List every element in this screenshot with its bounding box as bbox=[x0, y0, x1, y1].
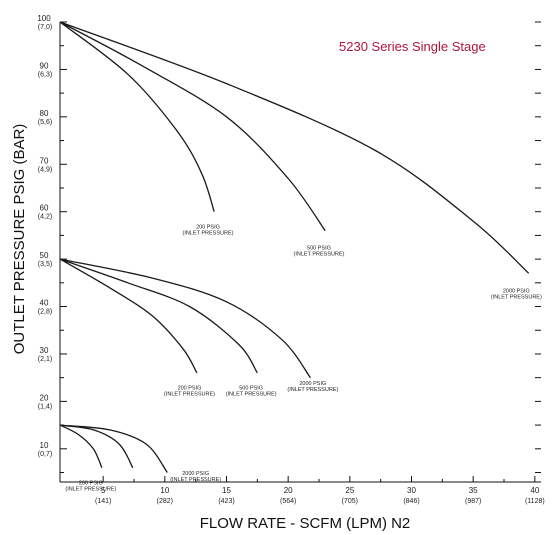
curve-label-inlet: 500 PSIG bbox=[307, 246, 331, 252]
y-tick-sublabel: (4,2) bbox=[38, 214, 52, 221]
y-tick-label: 40 bbox=[40, 299, 49, 308]
series-line bbox=[59, 258, 198, 374]
x-tick-sublabel: (141) bbox=[95, 498, 111, 505]
x-tick-label: 25 bbox=[345, 486, 354, 495]
x-tick-sublabel: (846) bbox=[403, 498, 419, 505]
series-line bbox=[59, 424, 103, 469]
y-tick-label: 60 bbox=[40, 204, 49, 213]
curve-labels: 200 PSIG(INLET PRESSURE)500 PSIG(INLET P… bbox=[65, 224, 542, 492]
curve-label-inlet: 500 PSIG bbox=[239, 386, 263, 392]
x-tick-sublabel: (282) bbox=[157, 498, 173, 505]
chart-title: 5230 Series Single Stage bbox=[339, 39, 486, 54]
y-tick-sublabel: (0,7) bbox=[38, 451, 52, 458]
curve-label-note: (INLET PRESSURE) bbox=[491, 294, 542, 300]
series-line bbox=[59, 21, 215, 212]
curve-label-note: (INLET PRESSURE) bbox=[170, 477, 221, 483]
y-tick-label: 10 bbox=[40, 441, 49, 450]
y-tick-label: 90 bbox=[40, 61, 49, 70]
y-tick-sublabel: (1,4) bbox=[38, 403, 52, 410]
x-tick-label: 5 bbox=[101, 486, 106, 495]
curve-label-note: (INLET PRESSURE) bbox=[287, 387, 338, 393]
x-tick-sublabel: (564) bbox=[280, 498, 296, 505]
y-axis-title: OUTLET PRESSURE PSIG (BAR) bbox=[11, 124, 28, 355]
y-tick-label: 70 bbox=[40, 156, 49, 165]
x-tick-label: 20 bbox=[284, 486, 293, 495]
curve-label-inlet: 2000 PSIG bbox=[503, 288, 530, 294]
curves bbox=[59, 21, 530, 473]
curve-label-inlet: 2000 PSIG bbox=[182, 471, 209, 477]
series-line bbox=[59, 21, 326, 232]
curve-label-note: (INLET PRESSURE) bbox=[226, 392, 277, 398]
y-tick-sublabel: (4,9) bbox=[38, 166, 52, 173]
x-tick-label: 15 bbox=[222, 486, 231, 495]
y-tick-label: 20 bbox=[40, 393, 49, 402]
curve-label-note: (INLET PRESSURE) bbox=[164, 392, 215, 398]
series-line bbox=[59, 424, 168, 473]
x-tick-label: 40 bbox=[530, 486, 539, 495]
series-line bbox=[59, 424, 134, 469]
x-tick-sublabel: (987) bbox=[465, 498, 481, 505]
curve-label-inlet: 2000 PSIG bbox=[299, 381, 326, 387]
y-tick-sublabel: (2,8) bbox=[38, 309, 52, 316]
y-tick-label: 50 bbox=[40, 251, 49, 260]
y-tick-sublabel: (3,5) bbox=[38, 261, 52, 268]
x-axis-title: FLOW RATE - SCFM (LPM) N2 bbox=[200, 515, 411, 532]
x-tick-label: 10 bbox=[160, 486, 169, 495]
curve-label-inlet: 200 PSIG bbox=[79, 480, 103, 486]
x-tick-sublabel: (705) bbox=[342, 498, 358, 505]
y-tick-sublabel: (7,0) bbox=[38, 24, 52, 31]
y-tick-sublabel: (2,1) bbox=[38, 356, 52, 363]
curve-label-inlet: 200 PSIG bbox=[196, 224, 220, 230]
curve-label-inlet: 200 PSIG bbox=[178, 386, 202, 392]
y-tick-label: 30 bbox=[40, 346, 49, 355]
axes: 10(0,7)20(1,4)30(2,1)40(2,8)50(3,5)60(4,… bbox=[37, 14, 544, 505]
y-tick-sublabel: (5,6) bbox=[38, 119, 52, 126]
series-line bbox=[59, 258, 258, 374]
curve-label-note: (INLET PRESSURE) bbox=[65, 486, 116, 492]
y-tick-label: 100 bbox=[37, 14, 51, 23]
x-tick-sublabel: (1128) bbox=[525, 498, 545, 505]
series-line bbox=[59, 258, 311, 379]
curve-label-note: (INLET PRESSURE) bbox=[183, 230, 234, 236]
x-tick-sublabel: (423) bbox=[218, 498, 234, 505]
x-tick-label: 30 bbox=[407, 486, 416, 495]
x-tick-label: 35 bbox=[469, 486, 478, 495]
curve-label-note: (INLET PRESSURE) bbox=[294, 252, 345, 258]
series-line bbox=[59, 21, 530, 274]
y-tick-label: 80 bbox=[40, 109, 49, 118]
y-tick-sublabel: (6,3) bbox=[38, 71, 52, 78]
